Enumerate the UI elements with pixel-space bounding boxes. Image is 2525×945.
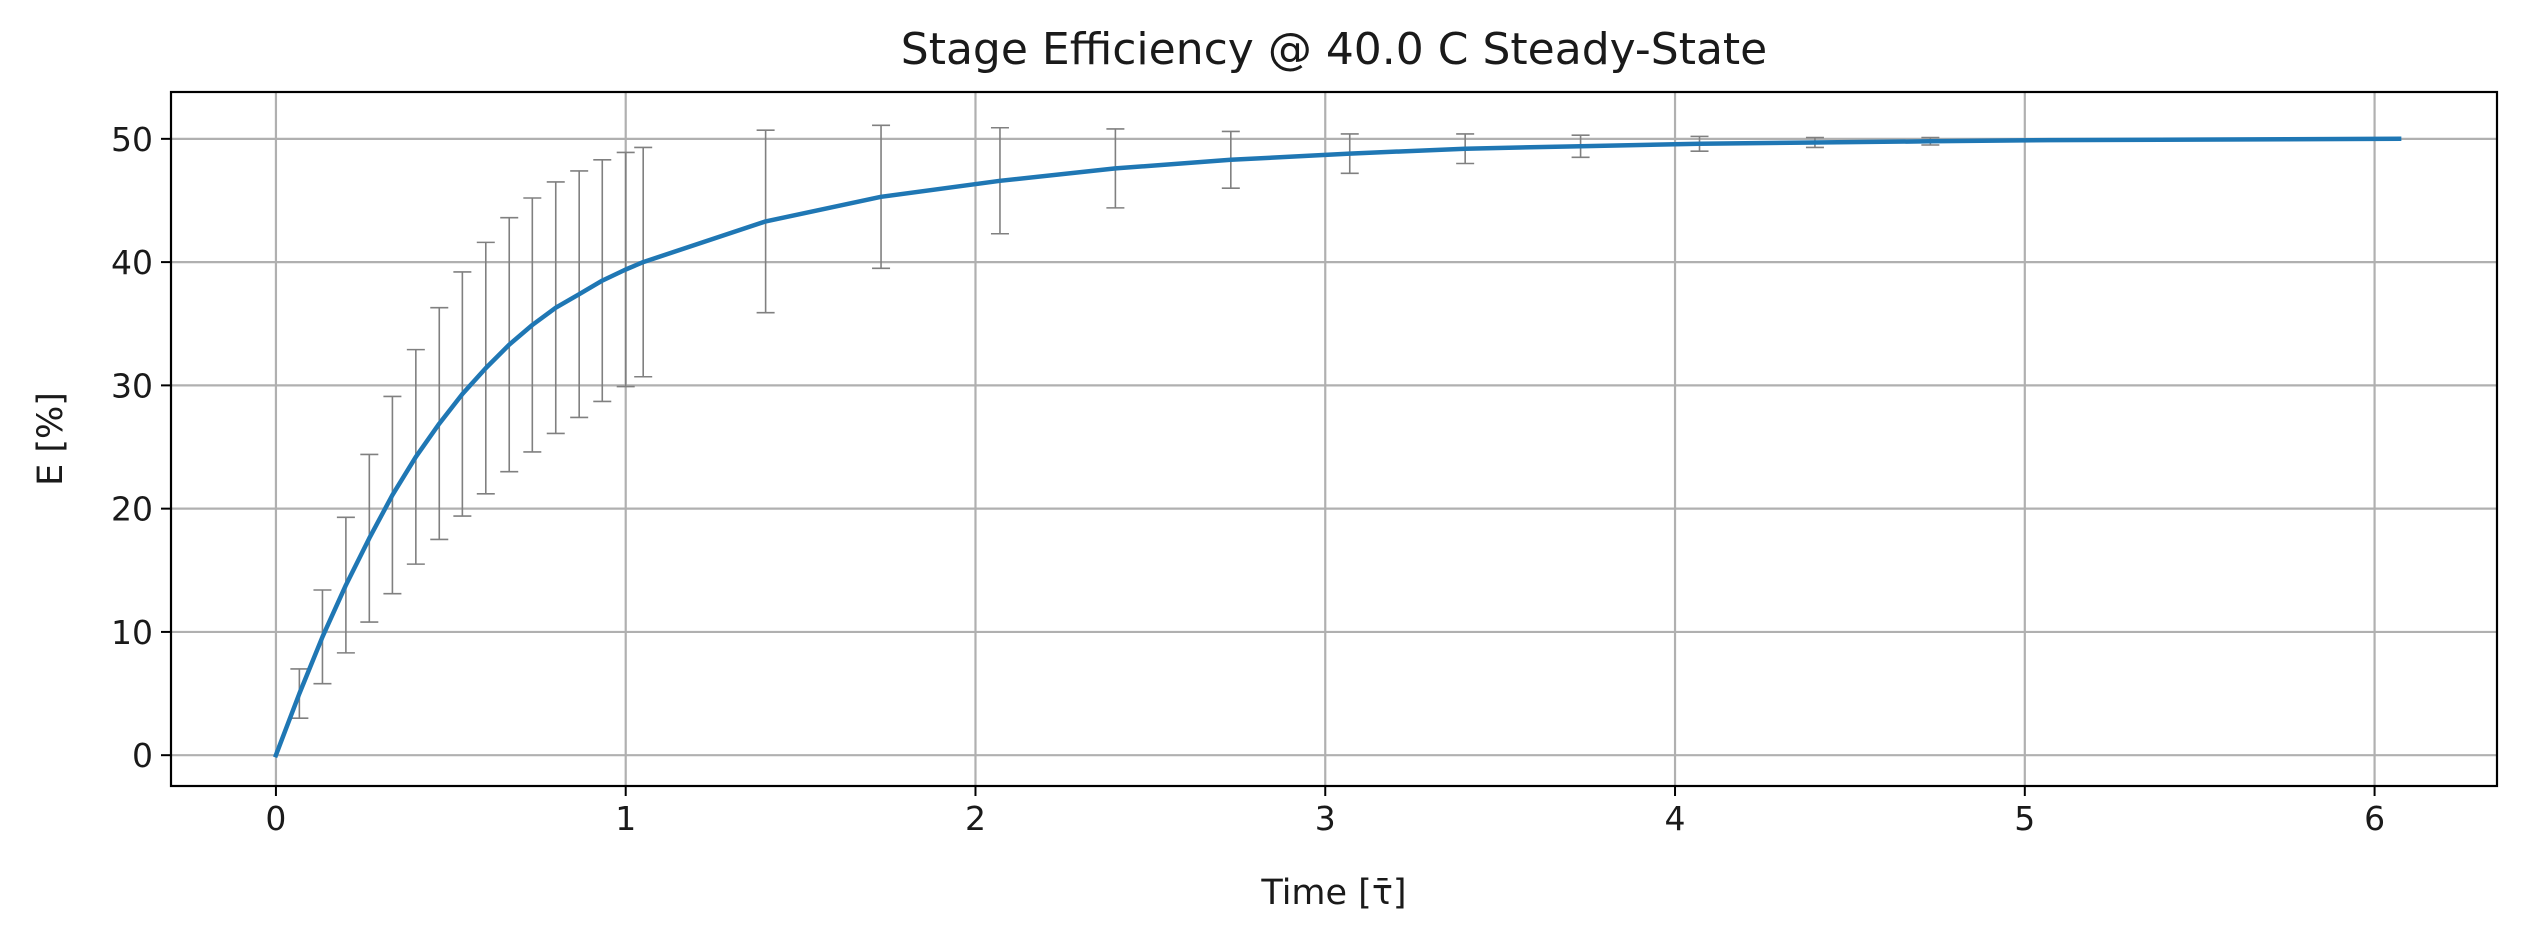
- x-axis-title: Time [τ̄]: [1260, 873, 1406, 913]
- x-tick-label: 2: [965, 799, 986, 838]
- x-tick-label: 4: [1665, 799, 1686, 838]
- y-tick-label: 0: [132, 736, 153, 775]
- x-tick-label: 1: [615, 799, 636, 838]
- y-tick-label: 10: [111, 613, 153, 652]
- chart-title: Stage Efficiency @ 40.0 C Steady-State: [901, 24, 1767, 75]
- y-tick-label: 30: [111, 366, 153, 405]
- y-tick-label: 40: [111, 243, 153, 282]
- x-tick-label: 5: [2014, 799, 2035, 838]
- x-tick-label: 0: [265, 799, 286, 838]
- y-axis-title: E [%]: [31, 392, 71, 486]
- x-tick-label: 3: [1315, 799, 1336, 838]
- y-tick-label: 50: [111, 120, 153, 159]
- axis-ticks: 0 1 2 3 4 5 6 0 10 20 30 40 50: [111, 120, 2385, 838]
- data-line: [272, 136, 2402, 759]
- data-line-group: [272, 136, 2402, 759]
- y-tick-label: 20: [111, 490, 153, 529]
- grid-lines: [171, 92, 2497, 786]
- x-tick-label: 6: [2364, 799, 2385, 838]
- plot-frame: [169, 90, 2499, 788]
